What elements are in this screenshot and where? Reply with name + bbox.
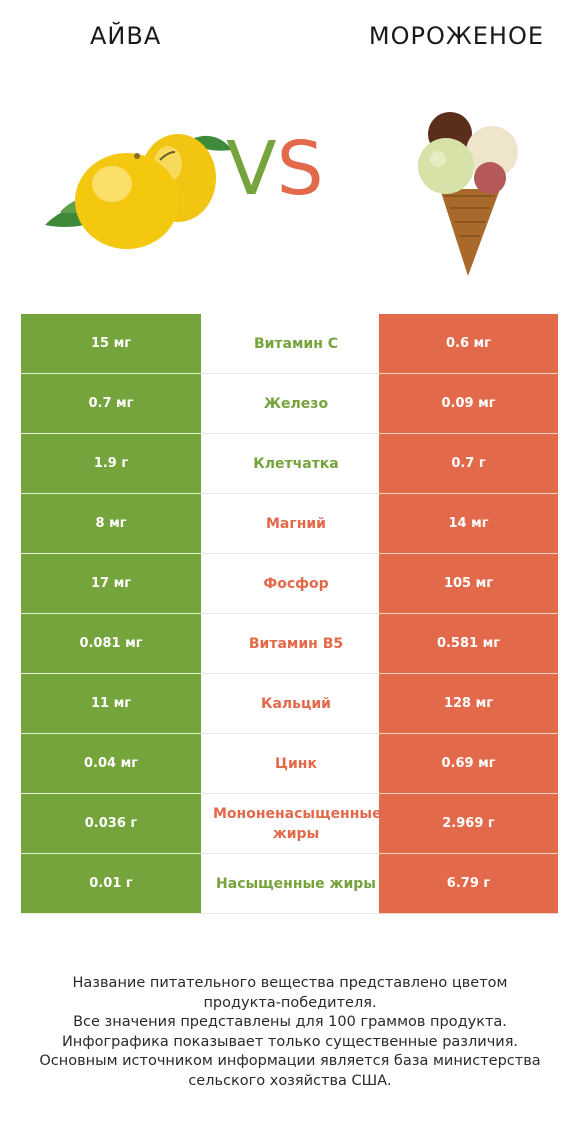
nutrient-name: Железо bbox=[201, 374, 379, 434]
nutrient-name: Мононенасыщенные жиры bbox=[201, 794, 382, 854]
nutrient-label: Мононенасыщенные жиры bbox=[213, 805, 382, 842]
table-row: 17 мг Фосфор 105 мг bbox=[21, 554, 558, 614]
left-value: 0.7 мг bbox=[21, 374, 201, 434]
nutrient-label: Клетчатка bbox=[253, 455, 339, 472]
nutrient-label: Насыщенные жиры bbox=[216, 875, 376, 892]
right-value: 0.7 г bbox=[379, 434, 558, 494]
table-row: 0.04 мг Цинк 0.69 мг bbox=[21, 734, 558, 794]
nutrient-name: Клетчатка bbox=[201, 434, 379, 494]
left-value: 0.081 мг bbox=[21, 614, 201, 674]
vs-label: VS bbox=[226, 132, 324, 206]
left-value: 8 мг bbox=[21, 494, 201, 554]
table-row: 0.7 мг Железо 0.09 мг bbox=[21, 374, 558, 434]
left-value: 15 мг bbox=[21, 314, 201, 374]
table-row: 0.081 мг Витамин B5 0.581 мг bbox=[21, 614, 558, 674]
vs-s: S bbox=[276, 126, 324, 212]
right-value: 128 мг bbox=[379, 674, 558, 734]
vs-v: V bbox=[226, 126, 277, 212]
nutrient-name: Витамин B5 bbox=[201, 614, 379, 674]
right-value: 105 мг bbox=[379, 554, 558, 614]
nutrient-label: Цинк bbox=[275, 755, 317, 772]
right-product-title: МОРОЖЕНОЕ bbox=[368, 22, 544, 50]
footer-notes: Название питательного вещества представл… bbox=[0, 974, 580, 1091]
nutrient-name: Насыщенные жиры bbox=[201, 854, 379, 914]
comparison-table: 15 мг Витамин C 0.6 мг 0.7 мг Железо 0.09 мг 1… bbox=[21, 314, 558, 914]
table-row: 1.9 г Клетчатка 0.7 г bbox=[21, 434, 558, 494]
nutrient-name: Цинк bbox=[201, 734, 379, 794]
table-row: 0.01 г Насыщенные жиры 6.79 г bbox=[21, 854, 558, 914]
footer-line: Основным источником информации является … bbox=[39, 1053, 541, 1069]
table-row: 11 мг Кальций 128 мг bbox=[21, 674, 558, 734]
quince-image bbox=[45, 134, 232, 249]
nutrient-label: Витамин B5 bbox=[248, 635, 344, 652]
footer-line: Название питательного вещества представл… bbox=[72, 975, 508, 991]
right-value: 0.581 мг bbox=[379, 614, 558, 674]
right-value: 0.09 мг bbox=[379, 374, 558, 434]
left-value: 11 мг bbox=[21, 674, 201, 734]
right-value: 0.69 мг bbox=[379, 734, 558, 794]
left-value: 0.036 г bbox=[21, 794, 201, 854]
right-value: 6.79 г bbox=[379, 854, 558, 914]
nutrient-name: Магний bbox=[201, 494, 379, 554]
nutrient-name: Фосфор bbox=[201, 554, 379, 614]
footer-line: продукта-победителя. bbox=[203, 994, 377, 1011]
left-product-title: АЙВА bbox=[90, 22, 162, 50]
left-value: 0.01 г bbox=[21, 854, 201, 914]
left-value: 0.04 мг bbox=[21, 734, 201, 794]
table-row: 0.036 г Мононенасыщенные жиры 2.969 г bbox=[21, 794, 558, 854]
footer-line: сельского хозяйства США. bbox=[188, 1072, 392, 1089]
left-value: 1.9 г bbox=[21, 434, 201, 494]
ice-cream-cone-image bbox=[418, 112, 518, 276]
footer-line: Инфографика показывает только существенн… bbox=[61, 1033, 519, 1050]
nutrient-label: Витамин C bbox=[253, 335, 339, 352]
nutrient-name: Кальций bbox=[201, 674, 379, 734]
table-row: 8 мг Магний 14 мг bbox=[21, 494, 558, 554]
left-value: 17 мг bbox=[21, 554, 201, 614]
nutrient-label: Железо bbox=[263, 395, 329, 412]
right-value: 14 мг bbox=[379, 494, 558, 554]
nutrient-label: Кальций bbox=[261, 695, 331, 712]
nutrient-label: Фосфор bbox=[263, 575, 329, 592]
table-row: 15 мг Витамин C 0.6 мг bbox=[21, 314, 558, 374]
nutrient-label: Магний bbox=[266, 515, 326, 532]
right-value: 2.969 г bbox=[379, 794, 558, 854]
footer-line: Все значения представлены для 100 граммо… bbox=[73, 1014, 507, 1030]
nutrient-name: Витамин C bbox=[201, 314, 379, 374]
right-value: 0.6 мг bbox=[379, 314, 558, 374]
